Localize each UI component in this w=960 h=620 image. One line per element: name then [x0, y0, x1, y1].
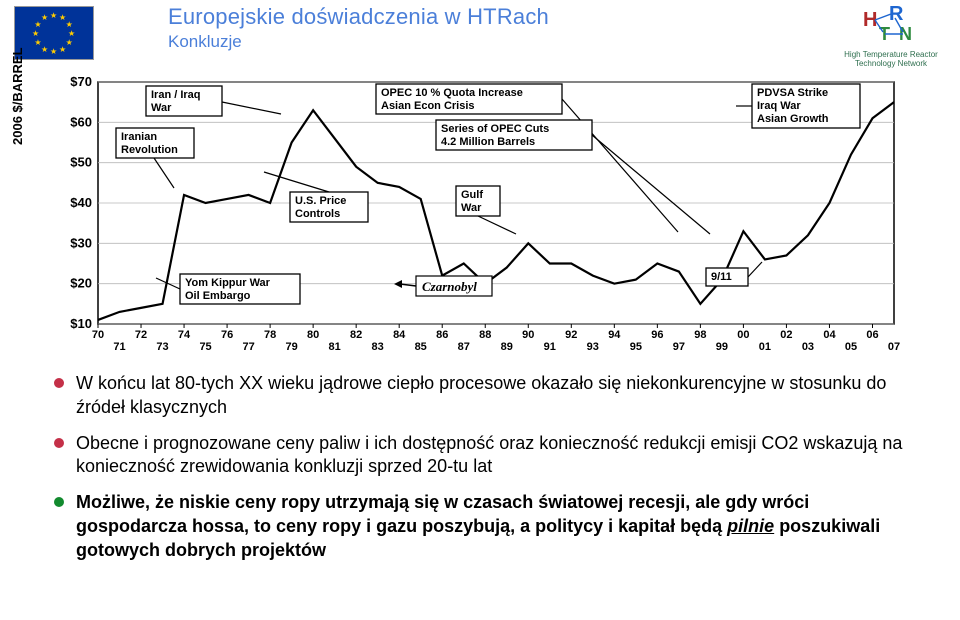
eu-flag: ★★★★★★★★★★★★: [14, 6, 94, 60]
svg-text:00: 00: [737, 329, 749, 341]
svg-text:84: 84: [393, 329, 406, 341]
bullet-text: Możliwe, że niskie ceny ropy utrzymają s…: [76, 492, 880, 560]
y-axis-label: 2006 $/BARREL: [10, 47, 25, 145]
oil-price-chart: $10 $20 $30 $40 $50 $60 $70 70 72 74 76 78 80 82 84 86 8…: [46, 72, 906, 352]
bullet-item: W końcu lat 80-tych XX wieku jądrowe cie…: [54, 372, 920, 420]
svg-text:96: 96: [651, 329, 663, 341]
svg-text:98: 98: [694, 329, 706, 341]
svg-text:80: 80: [307, 329, 319, 341]
svg-text:07: 07: [888, 341, 900, 352]
svg-text:Oil Embargo: Oil Embargo: [185, 290, 251, 302]
svg-text:88: 88: [479, 329, 491, 341]
svg-text:76: 76: [221, 329, 233, 341]
callout: GulfWar: [456, 186, 516, 234]
svg-text:$70: $70: [70, 74, 92, 89]
bullet-item: Obecne i prognozowane ceny paliw i ich d…: [54, 432, 920, 480]
svg-text:92: 92: [565, 329, 577, 341]
svg-text:War: War: [151, 102, 172, 114]
bullet-item: Możliwe, że niskie ceny ropy utrzymają s…: [54, 491, 920, 562]
svg-text:87: 87: [458, 341, 470, 352]
svg-text:91: 91: [544, 341, 556, 352]
svg-text:71: 71: [113, 341, 125, 352]
svg-text:85: 85: [415, 341, 427, 352]
logo-caption: High Temperature Reactor Technology Netw…: [836, 51, 946, 69]
svg-text:95: 95: [630, 341, 642, 352]
svg-text:Asian Growth: Asian Growth: [757, 113, 829, 125]
svg-text:$10: $10: [70, 316, 92, 331]
bullet-dot: [54, 497, 64, 507]
svg-text:War: War: [461, 202, 482, 214]
svg-text:Iran / Iraq: Iran / Iraq: [151, 89, 201, 101]
bullet-text: W końcu lat 80-tych XX wieku jądrowe cie…: [76, 373, 886, 417]
svg-text:$60: $60: [70, 114, 92, 129]
svg-text:03: 03: [802, 341, 814, 352]
svg-text:01: 01: [759, 341, 771, 352]
svg-text:OPEC 10 % Quota Increase: OPEC 10 % Quota Increase: [381, 87, 523, 99]
htr-tn-logo: H R T N High Temperature Reactor Technol…: [836, 6, 946, 69]
svg-text:05: 05: [845, 341, 857, 352]
svg-text:83: 83: [372, 341, 384, 352]
svg-text:Asian Econ Crisis: Asian Econ Crisis: [381, 100, 475, 112]
svg-text:78: 78: [264, 329, 276, 341]
svg-text:90: 90: [522, 329, 534, 341]
svg-text:74: 74: [178, 329, 191, 341]
callout: OPEC 10 % Quota IncreaseAsian Econ Crisi…: [376, 84, 678, 232]
svg-text:Czarnobyl: Czarnobyl: [422, 279, 477, 294]
svg-text:U.S. Price: U.S. Price: [295, 195, 346, 207]
svg-text:81: 81: [329, 341, 341, 352]
svg-text:04: 04: [823, 329, 836, 341]
bullet-dot: [54, 378, 64, 388]
svg-text:77: 77: [242, 341, 254, 352]
svg-text:73: 73: [156, 341, 168, 352]
svg-text:9/11: 9/11: [711, 271, 732, 283]
svg-text:Gulf: Gulf: [461, 189, 483, 201]
svg-text:99: 99: [716, 341, 728, 352]
svg-text:Iraq War: Iraq War: [757, 100, 801, 112]
bullet-dot: [54, 438, 64, 448]
bullet-text: Obecne i prognozowane ceny paliw i ich d…: [76, 433, 902, 477]
svg-text:79: 79: [285, 341, 297, 352]
svg-text:$20: $20: [70, 276, 92, 291]
svg-text:R: R: [889, 6, 904, 25]
svg-text:06: 06: [866, 329, 878, 341]
svg-text:4.2 Million Barrels: 4.2 Million Barrels: [441, 136, 535, 148]
svg-text:02: 02: [780, 329, 792, 341]
svg-text:Revolution: Revolution: [121, 144, 178, 156]
svg-text:72: 72: [135, 329, 147, 341]
page-subtitle: Konkluzje: [168, 32, 242, 52]
callout: Iran / IraqWar: [146, 86, 281, 116]
callout: IranianRevolution: [116, 128, 194, 188]
callout: PDVSA StrikeIraq WarAsian Growth: [736, 84, 860, 128]
svg-text:89: 89: [501, 341, 513, 352]
czarnobyl-callout: Czarnobyl: [394, 276, 492, 296]
svg-text:Series of OPEC Cuts: Series of OPEC Cuts: [441, 123, 549, 135]
bullet-list: W końcu lat 80-tych XX wieku jądrowe cie…: [54, 372, 920, 574]
page-title: Europejskie doświadczenia w HTRach: [168, 4, 549, 30]
svg-text:$30: $30: [70, 235, 92, 250]
svg-text:Yom Kippur War: Yom Kippur War: [185, 277, 271, 289]
svg-text:86: 86: [436, 329, 448, 341]
svg-text:70: 70: [92, 329, 104, 341]
svg-text:$40: $40: [70, 195, 92, 210]
callout: Series of OPEC Cuts4.2 Million Barrels: [436, 120, 710, 234]
callout: Yom Kippur WarOil Embargo: [156, 274, 300, 304]
svg-text:94: 94: [608, 329, 621, 341]
callout: 9/11: [706, 262, 762, 286]
svg-text:75: 75: [199, 341, 211, 352]
svg-text:Controls: Controls: [295, 208, 340, 220]
svg-text:PDVSA Strike: PDVSA Strike: [757, 87, 828, 99]
svg-text:97: 97: [673, 341, 685, 352]
svg-text:$50: $50: [70, 155, 92, 170]
svg-text:82: 82: [350, 329, 362, 341]
svg-text:93: 93: [587, 341, 599, 352]
svg-text:Iranian: Iranian: [121, 131, 157, 143]
